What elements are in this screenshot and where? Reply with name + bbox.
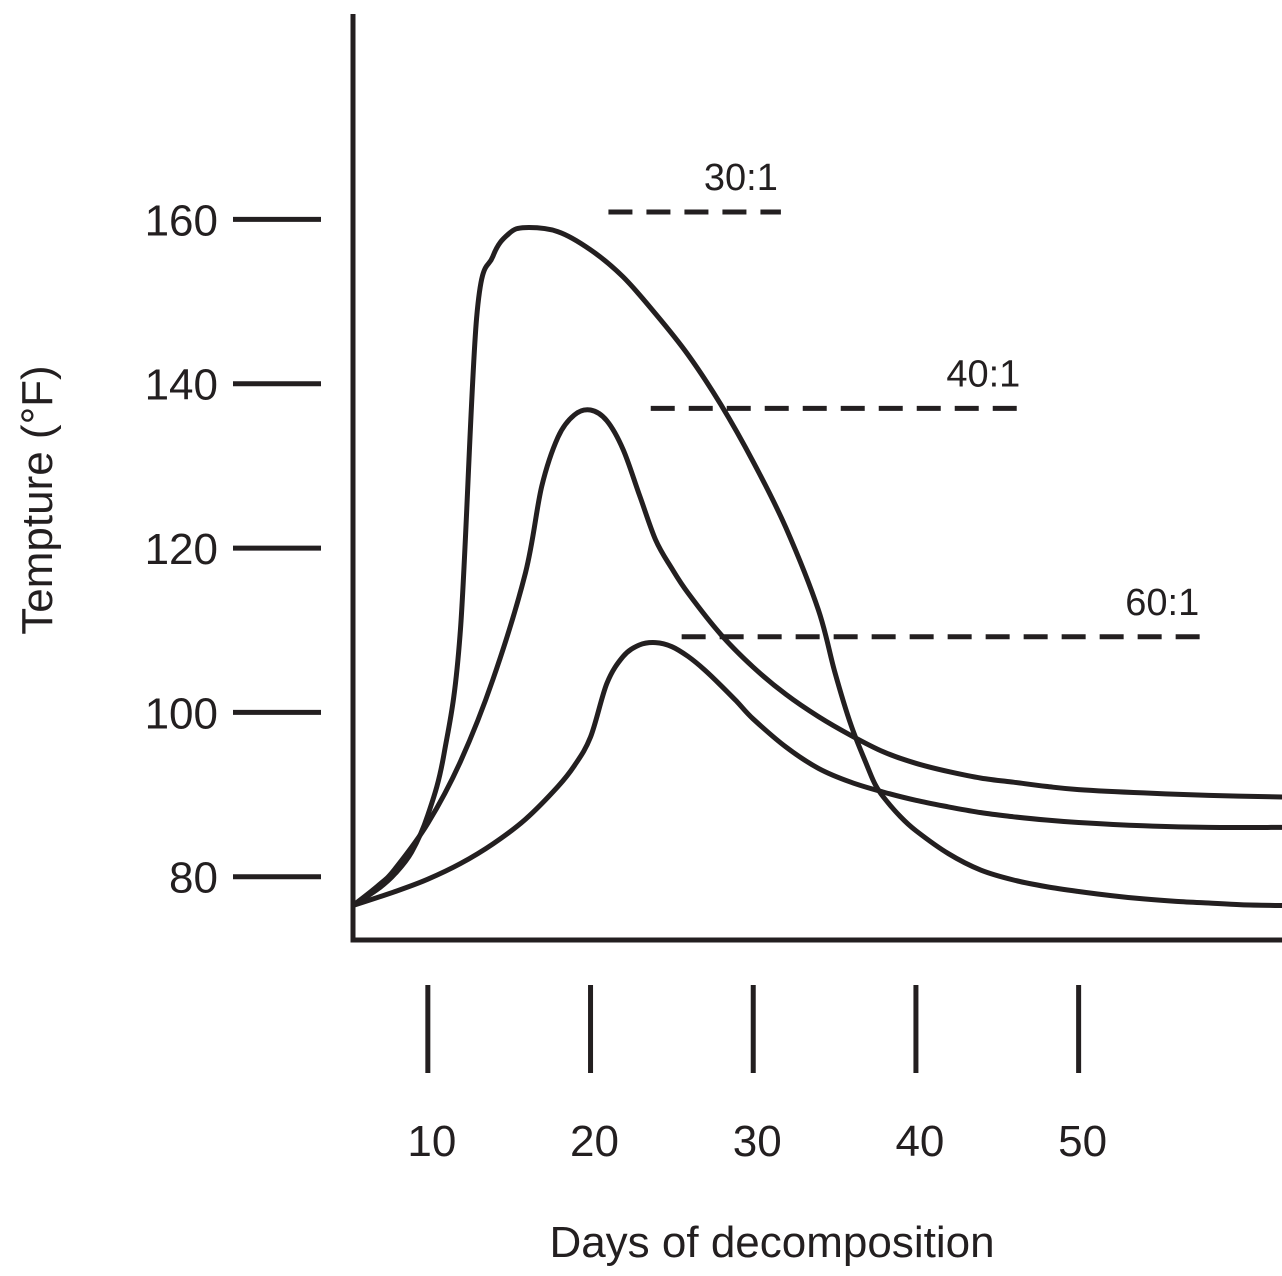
y-axis-title: Tempture (°F) [13,365,62,634]
x-tick-label-30: 30 [733,1117,782,1166]
series-lines [350,225,1282,908]
reference-label-30-1: 30:1 [704,157,778,199]
reference-label-60-1: 60:1 [1125,582,1199,624]
series-line-2 [350,407,1282,908]
series-line-1 [350,225,1282,908]
y-tick-label-80: 80 [169,854,218,903]
x-tick-label-40: 40 [895,1117,944,1166]
x-axis-ticks: 10 20 30 40 50 [407,985,1107,1166]
y-tick-label-120: 120 [145,525,218,574]
x-tick-label-10: 10 [407,1117,456,1166]
x-tick-label-20: 20 [570,1117,619,1166]
series-line-3 [350,640,1282,908]
y-tick-label-160: 160 [145,196,218,245]
reference-lines: 30:1 40:1 60:1 [608,157,1203,640]
x-tick-label-50: 50 [1058,1117,1107,1166]
y-tick-label-140: 140 [145,361,218,410]
reference-label-40-1: 40:1 [946,353,1020,395]
x-axis-title: Days of decomposition [549,1218,994,1267]
y-axis-ticks: 80 100 120 140 160 [145,196,321,903]
y-tick-label-100: 100 [145,689,218,738]
